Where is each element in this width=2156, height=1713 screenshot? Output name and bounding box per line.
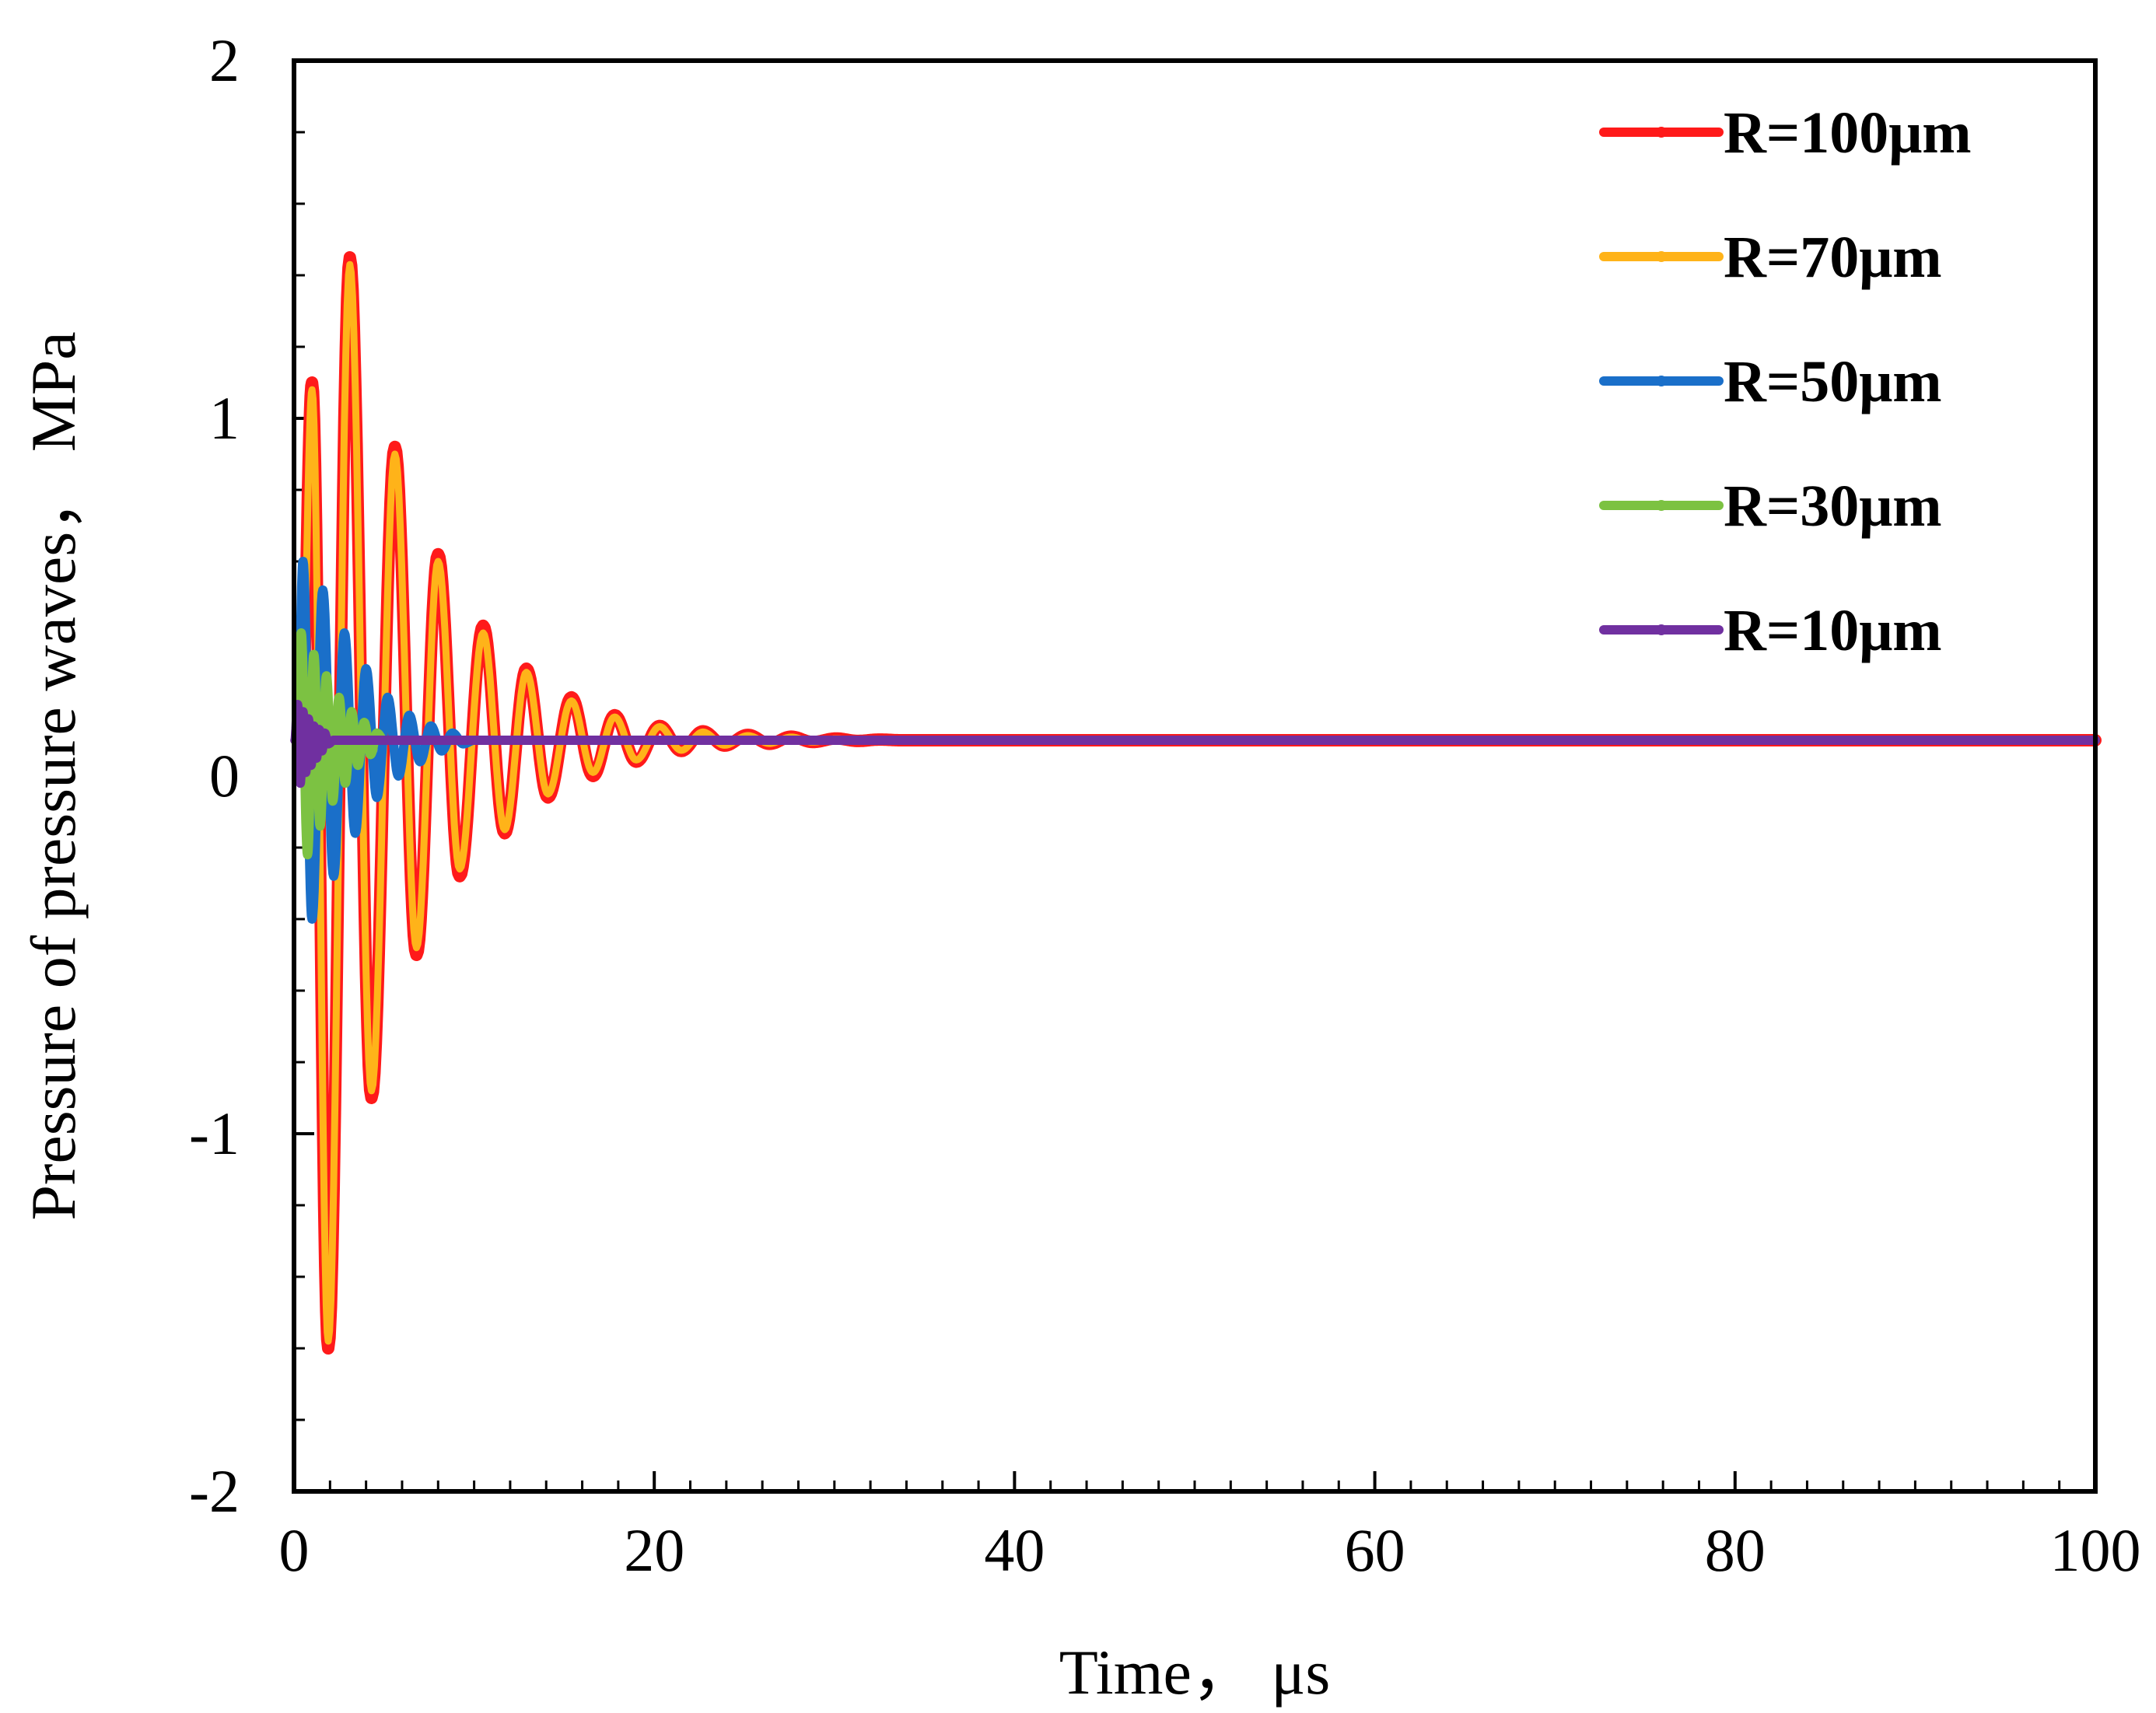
series-layer [290,251,2102,1355]
y-tick-label: 0 [209,742,240,809]
legend-label: R=50μm [1724,349,1942,414]
x-tick-label: 80 [1705,1516,1766,1584]
legend-label: R=100μm [1724,100,1972,166]
legend-label: R=30μm [1724,474,1942,539]
legend-label: R=10μm [1724,598,1942,663]
y-tick-label: -1 [189,1099,240,1167]
x-tick-label: 100 [2050,1516,2141,1584]
series-line [291,628,2100,860]
y-tick-label: 1 [209,384,240,452]
x-axis-title: Time， μs [1059,1637,1331,1708]
x-tick-label: 0 [279,1516,310,1584]
legend-marker [1656,127,1667,138]
y-axis-title: Pressure of pressure waves， MPa [18,331,89,1220]
series-line [290,700,2100,788]
x-tick-label: 40 [984,1516,1045,1584]
legend-marker [1656,500,1667,511]
axes: 0 20 40 60 80 100 -2 -1 0 1 2 [189,26,2140,1584]
legend-marker [1656,624,1667,635]
x-tick-label: 20 [624,1516,684,1584]
legend: R=100μm R=70μm R=50μm R=30μm R=10μm [1599,100,1972,663]
plot-frame [292,58,2098,1494]
legend-marker [1656,251,1667,262]
legend-marker [1656,376,1667,386]
x-tick-label: 60 [1345,1516,1405,1584]
y-tick-label: -2 [189,1457,240,1525]
legend-label: R=70μm [1724,225,1942,290]
y-tick-label: 2 [209,26,240,94]
